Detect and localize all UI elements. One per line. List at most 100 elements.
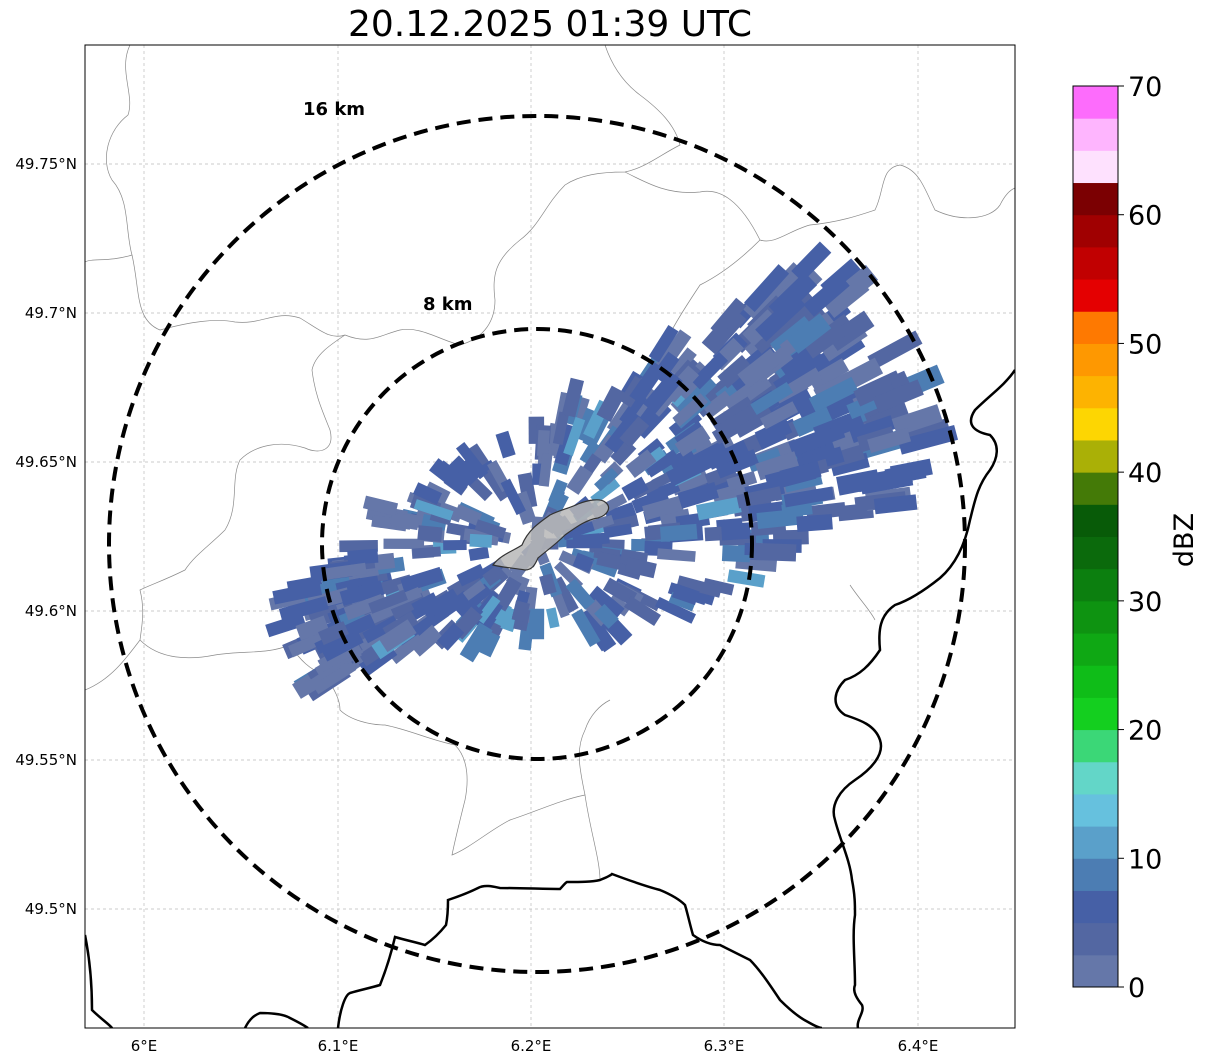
echo-cell bbox=[321, 562, 367, 581]
echo-cell bbox=[853, 375, 895, 407]
echo-cell bbox=[721, 522, 751, 541]
colorbar-frame bbox=[1072, 85, 1119, 988]
lon-tick-label: 6.1°E bbox=[318, 1037, 359, 1055]
echo-cell bbox=[603, 523, 633, 539]
echo-cell bbox=[623, 595, 662, 627]
echo-cell bbox=[343, 594, 386, 621]
echo-cell bbox=[295, 615, 330, 641]
echo-cell bbox=[646, 480, 681, 504]
urban-area bbox=[492, 499, 610, 571]
colorbar-tick-label: 0 bbox=[1128, 973, 1145, 1004]
echo-cell bbox=[796, 424, 846, 454]
echo-cell bbox=[455, 583, 493, 619]
colorbar-segment bbox=[1073, 150, 1118, 184]
echo-cell bbox=[727, 569, 766, 588]
echo-cell bbox=[750, 382, 794, 415]
echo-cell bbox=[362, 495, 399, 516]
echo-cell bbox=[710, 297, 747, 337]
echo-cell bbox=[690, 352, 729, 390]
colorbar-segment bbox=[1073, 246, 1118, 280]
echo-cell bbox=[803, 273, 850, 317]
echo-cell bbox=[665, 452, 713, 487]
echo-cell bbox=[482, 467, 512, 502]
colorbar-label: dBZ bbox=[1169, 513, 1200, 567]
lon-tick-labels: 6°E 6.1°E 6.2°E 6.3°E 6.4°E bbox=[131, 1037, 939, 1055]
echo-cell bbox=[714, 449, 759, 479]
commune-boundaries bbox=[85, 45, 1015, 881]
echo-cell bbox=[572, 552, 595, 573]
echo-cell bbox=[278, 596, 329, 622]
echo-cell bbox=[347, 548, 379, 565]
echo-cell bbox=[422, 588, 460, 619]
echo-cell bbox=[671, 583, 700, 605]
echo-cell bbox=[478, 631, 501, 658]
lon-tick-label: 6.4°E bbox=[898, 1037, 939, 1055]
echo-cell bbox=[873, 494, 918, 515]
echo-cell bbox=[272, 581, 323, 605]
colorbar-segment bbox=[1073, 375, 1118, 409]
echo-cell bbox=[673, 373, 717, 416]
lat-tick-label: 49.7°N bbox=[25, 304, 77, 322]
echo-cell bbox=[644, 449, 680, 478]
colorbar-segment bbox=[1073, 954, 1118, 988]
echo-cell bbox=[389, 512, 420, 531]
lat-tick-label: 49.75°N bbox=[15, 155, 77, 173]
echo-cell bbox=[602, 577, 638, 606]
echo-cell bbox=[378, 619, 417, 653]
radar-echoes bbox=[265, 241, 959, 702]
colorbar-tick-label: 30 bbox=[1128, 587, 1162, 618]
echo-cell bbox=[400, 566, 444, 593]
echo-cell bbox=[456, 563, 486, 587]
lat-tick-label: 49.5°N bbox=[25, 900, 77, 918]
lon-tick-label: 6°E bbox=[131, 1037, 158, 1055]
colorbar-segment bbox=[1073, 922, 1118, 956]
echo-cell bbox=[409, 624, 443, 657]
lat-tick-label: 49.55°N bbox=[15, 751, 77, 769]
map-frame bbox=[84, 44, 1016, 1029]
echo-cell bbox=[579, 440, 603, 467]
echo-cell bbox=[744, 264, 790, 313]
echo-cell bbox=[706, 440, 750, 470]
range-ring-16km bbox=[107, 114, 967, 974]
echo-cell bbox=[756, 508, 804, 530]
echo-cell bbox=[468, 546, 490, 561]
lon-tick-label: 6.3°E bbox=[704, 1037, 745, 1055]
echo-cell bbox=[891, 404, 943, 437]
echo-cell bbox=[807, 358, 850, 391]
echo-cell bbox=[339, 580, 385, 606]
echo-cell bbox=[872, 379, 924, 414]
colorbar-segment bbox=[1073, 826, 1118, 859]
echo-cell bbox=[412, 482, 443, 505]
range-ring-label-8km: 8 km bbox=[423, 294, 473, 315]
colorbar-tick-label: 20 bbox=[1128, 716, 1162, 747]
colorbar-segment bbox=[1073, 214, 1118, 248]
echo-cell bbox=[643, 370, 683, 414]
echo-cell bbox=[362, 615, 400, 644]
echo-cell bbox=[561, 377, 585, 418]
echo-cell bbox=[571, 608, 601, 647]
national-border bbox=[85, 369, 1015, 1028]
map-title: 20.12.2025 01:39 UTC bbox=[347, 4, 753, 45]
echo-cell bbox=[659, 523, 698, 542]
colorbar-tick-label: 70 bbox=[1128, 72, 1162, 103]
echo-cell bbox=[469, 533, 493, 548]
colorbar-segment bbox=[1073, 600, 1118, 634]
colorbar-segments bbox=[1073, 86, 1118, 988]
echo-cell bbox=[417, 525, 443, 542]
echo-cell bbox=[670, 469, 710, 496]
echo-cell bbox=[746, 447, 783, 473]
echo-cell bbox=[624, 557, 657, 579]
echo-cell bbox=[563, 416, 586, 457]
echo-cell bbox=[786, 313, 832, 354]
colorbar-segment bbox=[1073, 311, 1118, 344]
echo-cell bbox=[588, 585, 625, 619]
colorbar-segment bbox=[1073, 407, 1118, 441]
echo-cell bbox=[467, 443, 490, 469]
colorbar-segment bbox=[1073, 633, 1118, 666]
echo-cell bbox=[566, 465, 593, 495]
echo-cell bbox=[552, 411, 570, 446]
echo-cell bbox=[657, 548, 696, 562]
colorbar-segment bbox=[1073, 279, 1118, 312]
colorbar-segment bbox=[1073, 182, 1118, 216]
colorbar-segment bbox=[1073, 504, 1118, 537]
